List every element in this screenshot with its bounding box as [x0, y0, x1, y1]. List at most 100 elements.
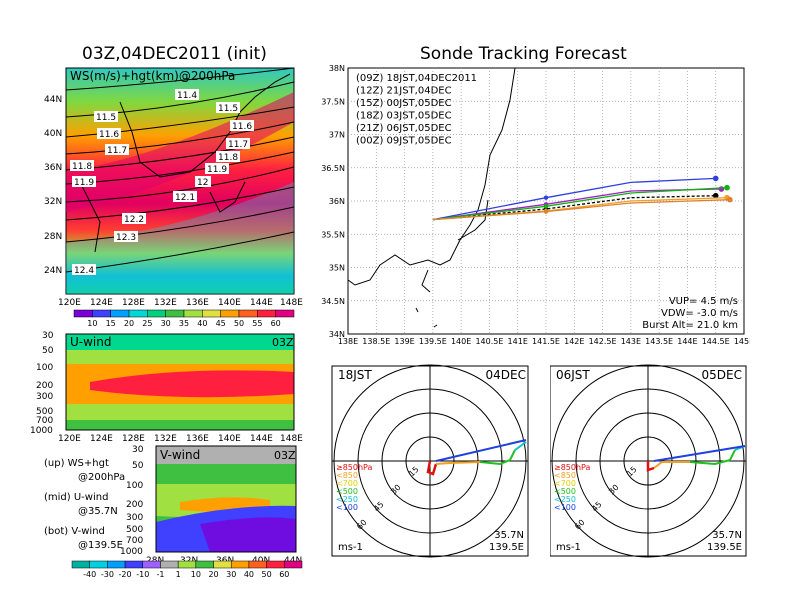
lon-tick-label: 141.5E: [532, 337, 560, 346]
svg-text:11.9: 11.9: [207, 165, 227, 175]
info-burst: Burst Alt= 21.0 km: [642, 320, 738, 331]
svg-text:132E: 132E: [154, 434, 177, 444]
colorbar-label: 15: [106, 319, 116, 328]
burst-point: [724, 184, 730, 191]
svg-text:144E: 144E: [250, 434, 273, 444]
hodo1-date: 04DEC: [486, 368, 526, 382]
map-lon-ticks: 120E 124E 128E 132E 136E 140E 144E 148E: [58, 298, 303, 308]
note-up-a: (up) WS+hgt: [44, 458, 109, 469]
colorbar-swatch: [124, 560, 144, 569]
level-key: <100: [336, 503, 358, 512]
svg-text:100: 100: [126, 481, 143, 491]
lon-tick-label: 143.5E: [645, 337, 673, 346]
map-lat-ticks: 44N 40N 36N 32N 28N 24N: [44, 95, 62, 276]
vwind-time: 03Z: [274, 449, 296, 462]
vwind-colorbar: -40 -30 -20 -10 -1 1 10 20 30 40 50 60: [71, 560, 303, 579]
colorbar-swatch: [92, 309, 111, 318]
hodo2-levels: ≥850hPa<850<700<500<250<100: [554, 463, 591, 512]
svg-text:144E: 144E: [250, 298, 273, 308]
level-key: <500: [336, 487, 358, 496]
svg-text:124E: 124E: [90, 298, 113, 308]
level-key: ≥850hPa: [336, 463, 373, 472]
left-notes: (up) WS+hgt @200hPa (mid) U-wind @35.7N …: [20, 458, 140, 554]
hodo1-levels: ≥850hPa<850<700<500<250<100: [336, 463, 373, 512]
colorbar-swatch: [230, 560, 250, 569]
lon-tick-label: 138.5E: [362, 337, 390, 346]
level-key: <250: [554, 495, 576, 504]
level-key: <700: [554, 479, 576, 488]
svg-text:128E: 128E: [122, 434, 145, 444]
colorbar-swatch: [257, 309, 276, 318]
svg-text:11.8: 11.8: [72, 162, 92, 172]
svg-text:200: 200: [36, 381, 53, 391]
ws-colorbar: 10 15 20 25 30 35 40 45 50 55 60: [73, 309, 295, 328]
note-bot-b: @139.5E: [78, 540, 123, 551]
hodo1-unit: ms-1: [338, 542, 363, 553]
lat-tick-label: 34.5N: [321, 297, 345, 306]
svg-text:24N: 24N: [44, 266, 62, 276]
svg-text:11.6: 11.6: [99, 130, 119, 140]
lat-tick-label: 38N: [329, 64, 345, 73]
svg-text:32N: 32N: [44, 197, 62, 207]
colorbar-label: 1: [176, 570, 181, 579]
hodo1-time: 18JST: [338, 368, 372, 382]
svg-text:136E: 136E: [186, 434, 209, 444]
uwind-panel: U-wind 03Z 30 50 100 200 300 500 700 100…: [30, 331, 303, 444]
vwind-p-ticks: 30 50 100 200 300 500 700 1000: [120, 445, 144, 557]
svg-text:500: 500: [126, 525, 143, 535]
colorbar-label: 50: [262, 570, 272, 579]
note-bot-a: (bot) V-wind: [44, 526, 105, 537]
info-vup: VUP= 4.5 m/s: [669, 296, 738, 307]
uwind-label: U-wind: [70, 335, 111, 349]
colorbar-swatch: [165, 309, 185, 318]
svg-text:128E: 128E: [122, 298, 145, 308]
vwind-colorbar-wrap: -40 -30 -20 -10 -1 1 10 20 30 40 50 60: [71, 560, 303, 579]
lat-tick-label: 36N: [329, 197, 345, 206]
level-key: ≥850hPa: [554, 463, 591, 472]
level-key: <250: [336, 495, 358, 504]
tracking-lat-ticks: 38N 37.5N 37N 36.5N 36N 35.5N 35N 34.5N 34N: [321, 64, 345, 339]
colorbar-label: 60: [279, 570, 289, 579]
svg-text:700: 700: [126, 536, 143, 546]
colorbar-label: 40: [197, 319, 207, 328]
lon-tick-label: 143E: [621, 337, 641, 346]
colorbar-swatch: [183, 309, 203, 318]
colorbar-swatch: [202, 309, 221, 318]
svg-text:300: 300: [36, 392, 53, 402]
contour-labels: 11.4 11.5 11.5 11.6 11.6 11.7 11.7 11.8 …: [70, 89, 254, 276]
colorbar-swatch: [71, 560, 90, 569]
colorbar-label: -10: [136, 570, 149, 579]
svg-text:140E: 140E: [218, 298, 241, 308]
svg-text:148E: 148E: [280, 298, 303, 308]
uwind-lon-ticks: 120E 124E 128E 132E 136E 140E 144E 148E: [58, 434, 303, 444]
lon-tick-label: 142E: [564, 337, 584, 346]
hodo2-lon: 139.5E: [707, 542, 742, 553]
svg-text:300: 300: [126, 513, 143, 523]
svg-text:120E: 120E: [58, 434, 81, 444]
svg-text:36N: 36N: [44, 163, 62, 173]
level-key: <700: [336, 479, 358, 488]
svg-text:120E: 120E: [58, 298, 81, 308]
svg-text:11.8: 11.8: [218, 153, 238, 163]
colorbar-swatch: [266, 560, 285, 569]
colorbar-swatch: [128, 309, 148, 318]
lat-tick-label: 37N: [329, 131, 345, 140]
legend-entry: (18Z) 03JST,05DEC: [356, 111, 452, 122]
svg-text:50: 50: [132, 461, 144, 471]
svg-text:40N: 40N: [44, 129, 62, 139]
track-line: [432, 177, 716, 221]
level-key: <850: [336, 471, 358, 480]
colorbar-swatch: [142, 560, 161, 569]
lon-tick-label: 140.5E: [475, 337, 503, 346]
tracking-chart: 38N 37.5N 37N 36.5N 36N 35.5N 35N 34.5N 34N 138E…: [321, 64, 750, 346]
lon-tick-label: 144E: [677, 337, 697, 346]
colorbar-swatch: [73, 309, 93, 318]
colorbar-swatch: [89, 560, 108, 569]
svg-text:132E: 132E: [154, 298, 177, 308]
track-line: [432, 199, 730, 221]
svg-text:12.3: 12.3: [116, 233, 136, 243]
info-vdw: VDW= -3.0 m/s: [661, 308, 738, 319]
height-contours: [65, 67, 295, 273]
lat-tick-label: 37.5N: [321, 97, 345, 106]
svg-text:50: 50: [42, 346, 54, 356]
